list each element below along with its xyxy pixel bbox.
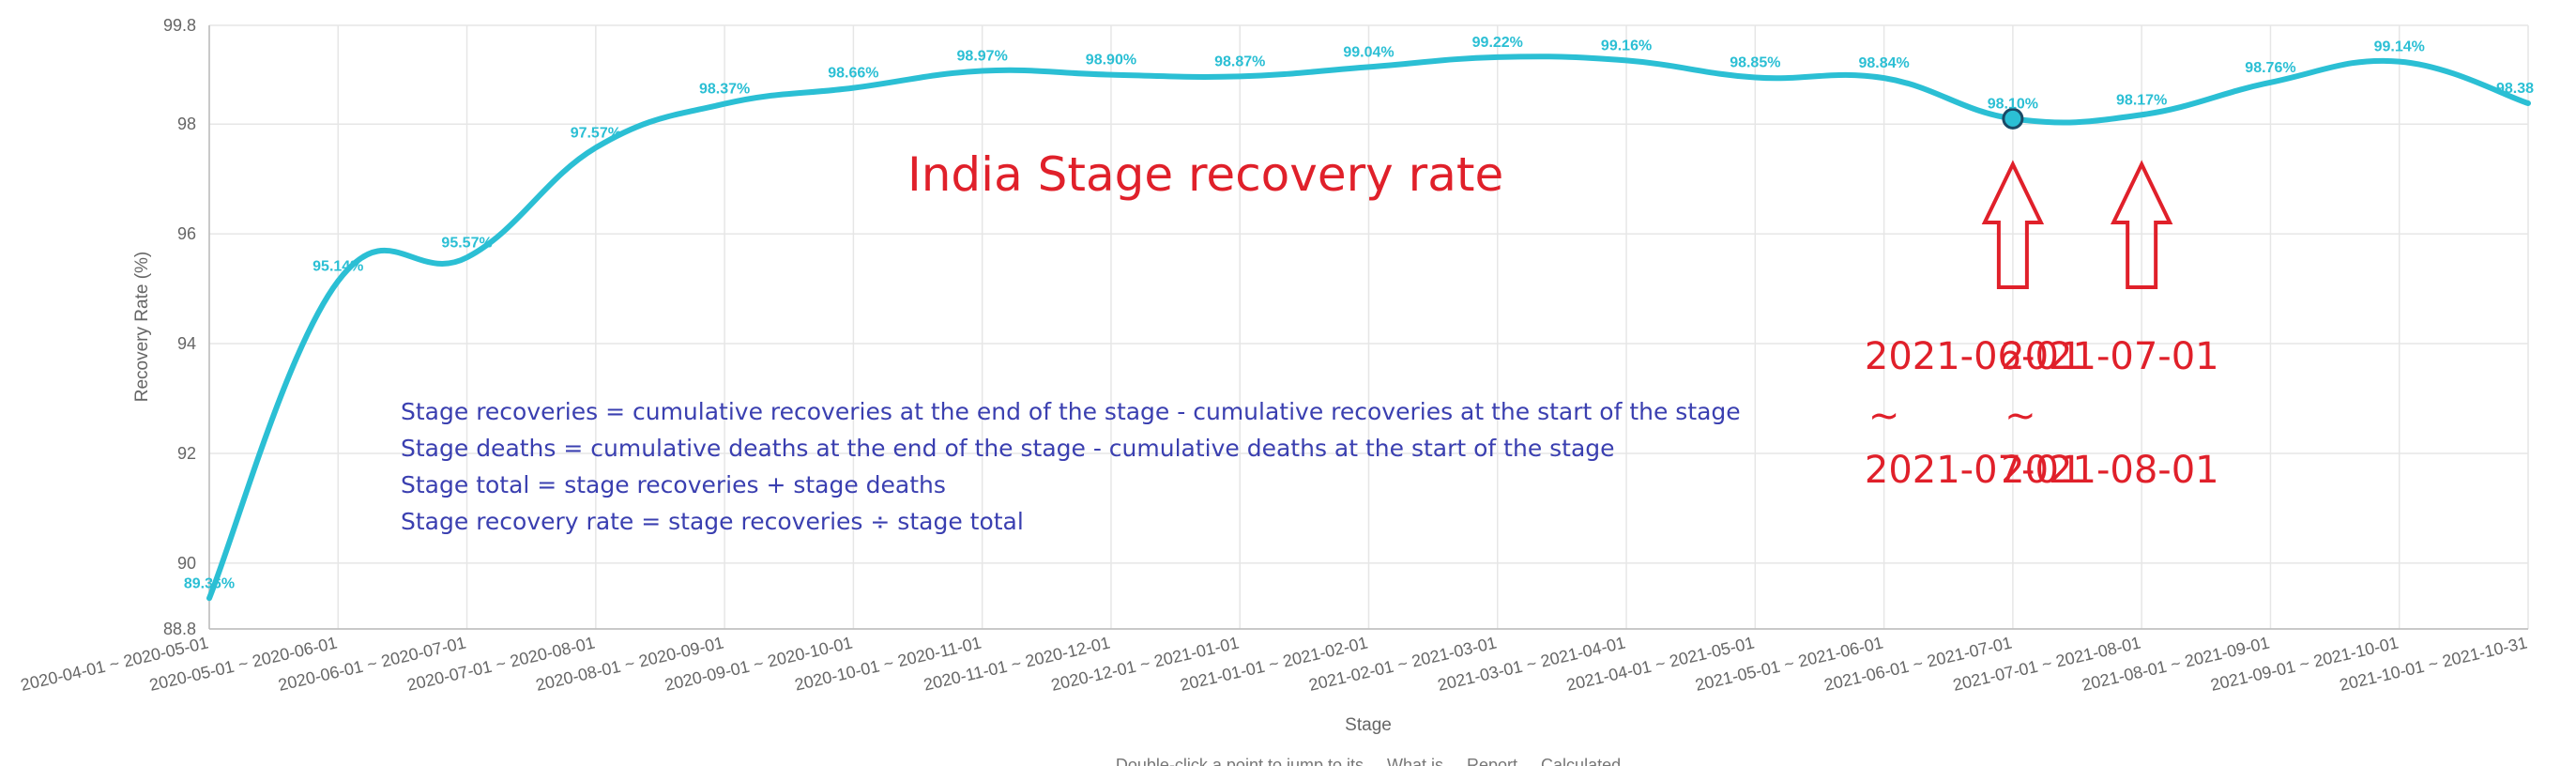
highlight-arrows: [1981, 160, 2173, 289]
annotation-title: India Stage recovery rate: [907, 147, 1503, 202]
annotations: India Stage recovery rate Stage recoveri…: [401, 147, 2219, 535]
range-end: 2021-08-01: [2001, 449, 2218, 492]
data-points[interactable]: [2002, 107, 2024, 130]
y-tick-label: 90: [177, 554, 196, 573]
axes: [208, 25, 2528, 630]
range-start: 2021-07-01: [2001, 335, 2218, 378]
data-label: 98.76%: [2245, 60, 2295, 76]
data-label: 95.14%: [312, 258, 363, 274]
data-label: 98.66%: [828, 66, 878, 82]
range-start: 2021-06-01: [1865, 335, 2082, 378]
data-label: 98.38: [2496, 81, 2534, 97]
highlighted-point[interactable]: [2002, 107, 2024, 130]
data-label: 98.84%: [1858, 55, 1909, 71]
highlight-arrow: [2110, 160, 2173, 289]
data-label: 95.57%: [441, 235, 492, 251]
y-tick-label: 96: [177, 224, 196, 243]
data-label: 99.14%: [2374, 39, 2425, 55]
formula-note: Stage recoveries = cumulative recoveries…: [401, 398, 1741, 425]
formula-note: Stage total = stage recoveries + stage d…: [401, 471, 946, 498]
y-axis-title: Recovery Rate (%): [132, 252, 152, 403]
data-label: 98.17%: [2116, 92, 2167, 108]
legend-hint: Double-click a point to jump to its ... …: [1116, 756, 1621, 766]
data-label: 98.10%: [1988, 96, 2038, 112]
range-end: 2021-07-01: [1865, 449, 2082, 492]
y-tick-label: 92: [177, 444, 196, 463]
y-axis-ticks: 88.8 90 92 94 96 98 99.8: [163, 16, 196, 638]
range-annotations: 2021-06-01 ~2021-07-01 2021-07-01 ~2021-08-…: [1865, 335, 2219, 492]
formula-notes: Stage recoveries = cumulative recoveries…: [401, 398, 1741, 535]
highlight-arrow: [1981, 160, 2045, 289]
range-separator: ~: [1868, 394, 1900, 437]
data-label: 98.87%: [1214, 54, 1265, 69]
data-label: 99.04%: [1343, 44, 1394, 60]
data-label: 98.97%: [957, 49, 1008, 65]
data-label: 99.16%: [1601, 38, 1652, 54]
data-label: 98.90%: [1086, 53, 1136, 69]
data-label: 99.22%: [1472, 35, 1523, 51]
data-label: 98.37%: [699, 82, 750, 98]
data-label: 97.57%: [571, 125, 621, 141]
range-separator: ~: [2004, 394, 2036, 437]
data-label: 98.85%: [1730, 55, 1780, 71]
x-axis-title: Stage: [1345, 715, 1392, 735]
y-tick-label: 94: [177, 334, 196, 353]
y-tick-label: 88.8: [163, 620, 196, 638]
data-labels: 89.36% 95.14% 95.57% 97.57% 98.37% 98.66% 98.9…: [184, 35, 2534, 591]
grid-lines: [208, 24, 2529, 630]
recovery-rate-line: [206, 54, 2531, 602]
y-tick-label: 99.8: [163, 16, 196, 35]
y-tick-label: 98: [177, 115, 196, 133]
formula-note: Stage deaths = cumulative deaths at the …: [401, 435, 1615, 462]
formula-note: Stage recovery rate = stage recoveries ÷…: [401, 508, 1024, 535]
data-label: 89.36%: [184, 575, 235, 591]
